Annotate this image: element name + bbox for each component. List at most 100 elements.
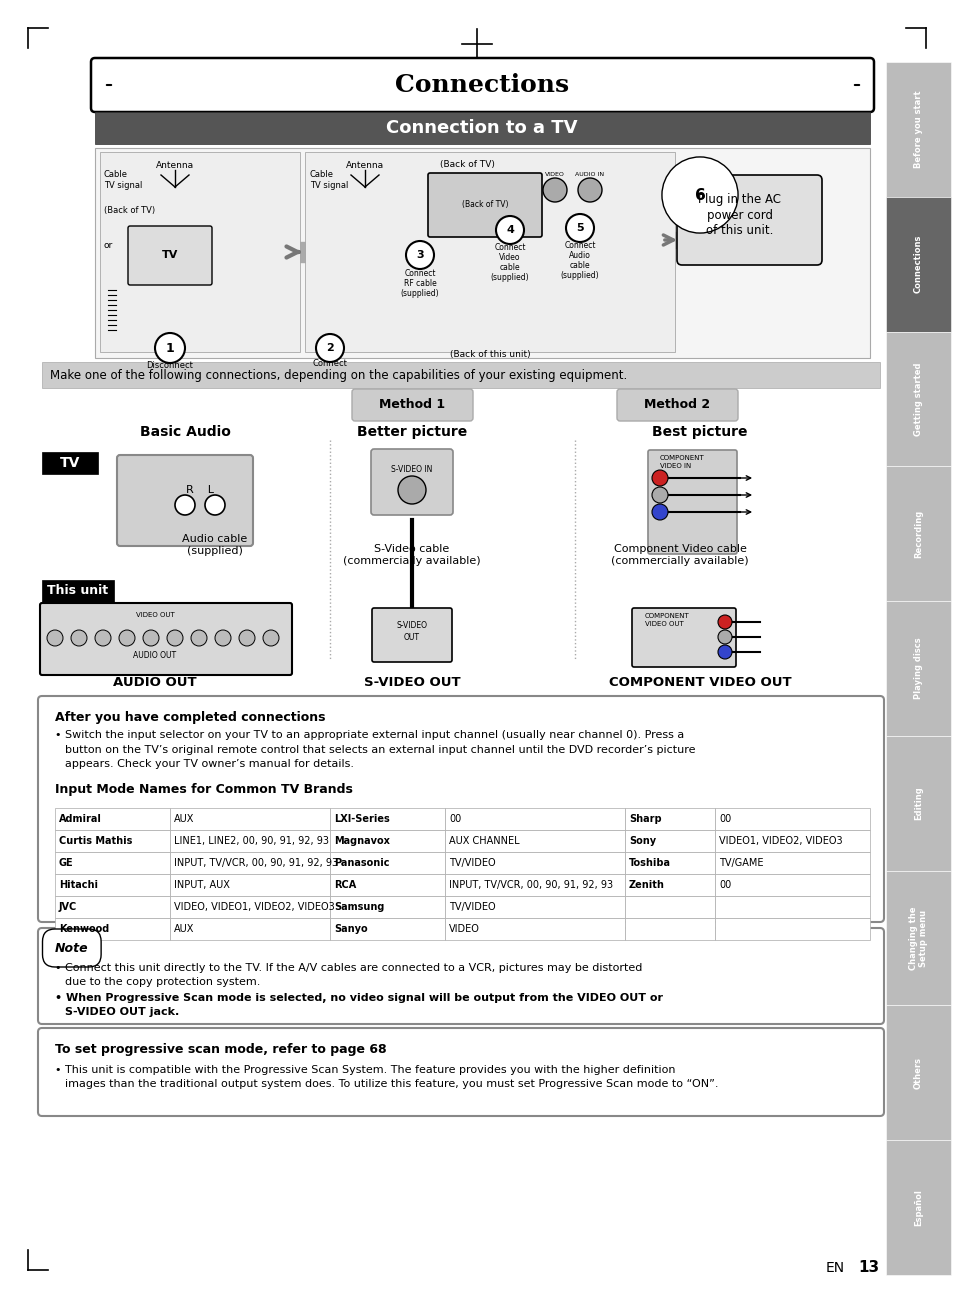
Bar — [444, 896, 624, 918]
Text: AUX: AUX — [173, 924, 194, 935]
Text: Admiral: Admiral — [59, 814, 102, 824]
Bar — [55, 851, 170, 874]
Text: S-VIDEO OUT: S-VIDEO OUT — [363, 675, 460, 688]
Bar — [55, 807, 170, 829]
Bar — [885, 871, 950, 1006]
Text: Panasonic: Panasonic — [334, 858, 389, 868]
Bar — [714, 918, 869, 940]
Bar — [714, 851, 869, 874]
Text: Method 2: Method 2 — [643, 398, 709, 411]
Circle shape — [119, 630, 135, 646]
Circle shape — [397, 476, 426, 504]
Bar — [885, 197, 950, 331]
Bar — [444, 851, 624, 874]
Bar — [170, 918, 330, 940]
Bar — [170, 807, 330, 829]
Bar — [885, 1140, 950, 1275]
Circle shape — [406, 241, 434, 269]
Text: (supplied): (supplied) — [400, 288, 438, 297]
Text: (Back of TV): (Back of TV) — [461, 200, 508, 209]
Text: Connection to a TV: Connection to a TV — [386, 119, 578, 138]
Circle shape — [205, 495, 225, 515]
Text: (supplied): (supplied) — [560, 271, 598, 280]
Circle shape — [651, 470, 667, 485]
Circle shape — [315, 334, 344, 362]
Bar — [330, 829, 444, 851]
Circle shape — [174, 495, 194, 515]
Text: or: or — [104, 240, 113, 249]
Text: (supplied): (supplied) — [490, 274, 529, 283]
Bar — [305, 152, 675, 352]
Circle shape — [578, 178, 601, 202]
Bar — [42, 580, 113, 602]
Circle shape — [191, 630, 207, 646]
Text: Editing: Editing — [913, 787, 923, 820]
Text: RF cable: RF cable — [403, 279, 436, 287]
Text: Magnavox: Magnavox — [334, 836, 390, 846]
Text: images than the traditional output system does. To utilize this feature, you mus: images than the traditional output syste… — [65, 1079, 718, 1089]
Text: S-VIDEO OUT jack.: S-VIDEO OUT jack. — [65, 1007, 179, 1018]
Text: Video: Video — [498, 253, 520, 262]
Bar — [330, 807, 444, 829]
Text: Zenith: Zenith — [628, 880, 664, 890]
Text: EN: EN — [825, 1260, 844, 1275]
Text: JVC: JVC — [59, 902, 77, 912]
Circle shape — [718, 615, 731, 630]
Text: cable: cable — [569, 261, 590, 270]
Text: Basic Audio: Basic Audio — [139, 424, 231, 439]
Text: TV: TV — [162, 251, 178, 260]
Text: 2: 2 — [326, 343, 334, 353]
Text: Sharp: Sharp — [628, 814, 661, 824]
Bar — [714, 896, 869, 918]
Circle shape — [167, 630, 183, 646]
Bar — [55, 896, 170, 918]
FancyBboxPatch shape — [38, 928, 883, 1024]
Text: Español: Español — [913, 1189, 923, 1227]
Bar — [55, 829, 170, 851]
Bar — [330, 851, 444, 874]
Text: Playing discs: Playing discs — [913, 637, 923, 700]
Text: (Back of TV): (Back of TV) — [104, 205, 155, 214]
Bar — [95, 148, 869, 358]
Text: Connect: Connect — [313, 358, 347, 367]
Text: To set progressive scan mode, refer to page 68: To set progressive scan mode, refer to p… — [55, 1044, 386, 1057]
Text: TV: TV — [60, 456, 80, 470]
Bar — [714, 874, 869, 896]
Text: cable: cable — [499, 263, 519, 273]
Text: RCA: RCA — [334, 880, 355, 890]
FancyBboxPatch shape — [371, 449, 453, 515]
Text: Connect: Connect — [563, 241, 595, 251]
Text: TV/VIDEO: TV/VIDEO — [449, 902, 496, 912]
Text: • Connect this unit directly to the TV. If the A/V cables are connected to a VCR: • Connect this unit directly to the TV. … — [55, 963, 641, 974]
Text: • Switch the input selector on your TV to an appropriate external input channel : • Switch the input selector on your TV t… — [55, 729, 683, 740]
FancyBboxPatch shape — [91, 58, 873, 112]
Text: 3: 3 — [416, 251, 423, 260]
Bar — [170, 851, 330, 874]
Text: VIDEO: VIDEO — [544, 173, 564, 178]
Text: Toshiba: Toshiba — [628, 858, 670, 868]
Text: OUT: OUT — [403, 633, 419, 643]
Bar — [714, 829, 869, 851]
FancyBboxPatch shape — [40, 604, 292, 675]
Text: Recording: Recording — [913, 510, 923, 558]
Circle shape — [263, 630, 278, 646]
Text: Cable
TV signal: Cable TV signal — [104, 170, 142, 190]
Text: COMPONENT
VIDEO OUT: COMPONENT VIDEO OUT — [644, 614, 689, 627]
Bar — [95, 112, 869, 144]
Text: Cable
TV signal: Cable TV signal — [310, 170, 348, 190]
Circle shape — [718, 630, 731, 644]
Circle shape — [143, 630, 159, 646]
Bar — [885, 1006, 950, 1140]
Circle shape — [95, 630, 111, 646]
Text: VIDEO OUT: VIDEO OUT — [135, 611, 174, 618]
Bar — [885, 331, 950, 466]
FancyBboxPatch shape — [38, 696, 883, 922]
Text: Samsung: Samsung — [334, 902, 384, 912]
Circle shape — [47, 630, 63, 646]
Text: TV/GAME: TV/GAME — [719, 858, 762, 868]
Text: COMPONENT VIDEO OUT: COMPONENT VIDEO OUT — [608, 675, 790, 688]
Text: GE: GE — [59, 858, 73, 868]
Text: AUX CHANNEL: AUX CHANNEL — [449, 836, 519, 846]
Text: 00: 00 — [449, 814, 460, 824]
Bar — [624, 874, 714, 896]
